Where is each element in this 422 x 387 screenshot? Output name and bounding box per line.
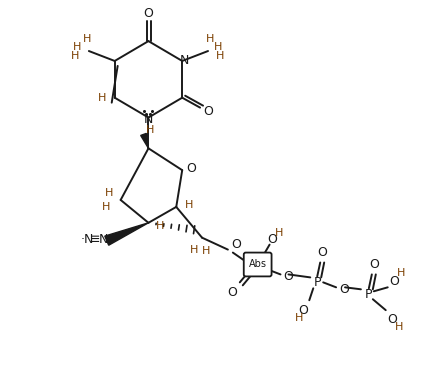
Text: H: H — [83, 34, 91, 44]
Text: ·N: ·N — [80, 233, 94, 246]
Text: O: O — [231, 238, 241, 251]
Text: O: O — [339, 283, 349, 296]
Text: O: O — [284, 270, 293, 283]
Text: Abs: Abs — [249, 260, 267, 269]
Text: O: O — [369, 258, 379, 271]
Text: H: H — [97, 93, 106, 103]
Text: H: H — [202, 246, 210, 255]
Text: H: H — [295, 313, 303, 323]
Polygon shape — [105, 223, 149, 245]
Text: O: O — [186, 162, 196, 175]
Text: O: O — [298, 304, 308, 317]
Polygon shape — [141, 134, 149, 148]
Text: H: H — [105, 188, 113, 198]
Text: P: P — [314, 276, 321, 289]
Text: H: H — [206, 34, 214, 44]
Text: P: P — [365, 288, 373, 301]
Text: H: H — [216, 51, 224, 61]
Text: O: O — [388, 313, 398, 325]
Text: ≡: ≡ — [89, 233, 100, 246]
Text: O: O — [317, 246, 327, 259]
Text: N: N — [99, 233, 108, 246]
Text: N: N — [179, 55, 189, 67]
Text: N: N — [144, 113, 153, 126]
Text: H: H — [214, 42, 222, 52]
Text: H: H — [71, 51, 79, 61]
Text: H: H — [73, 42, 81, 52]
Text: H: H — [185, 200, 193, 210]
Text: H: H — [190, 245, 198, 255]
Text: H: H — [146, 125, 154, 135]
Text: H: H — [156, 221, 165, 231]
FancyBboxPatch shape — [244, 253, 272, 276]
Text: H: H — [395, 322, 403, 332]
Text: O: O — [203, 105, 213, 118]
Text: H: H — [102, 202, 110, 212]
Text: O: O — [390, 275, 400, 288]
Text: O: O — [268, 233, 278, 246]
Text: H: H — [396, 269, 405, 278]
Text: O: O — [143, 7, 153, 20]
Text: H: H — [275, 228, 284, 238]
Text: O: O — [227, 286, 237, 299]
